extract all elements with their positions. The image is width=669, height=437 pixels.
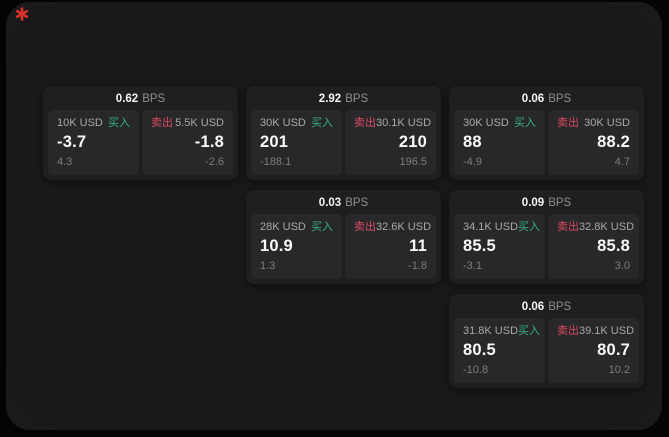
sell-notional: 32.8K USD — [579, 221, 635, 233]
sell-panel[interactable]: 卖出 30K USD 88.2 4.7 — [548, 110, 639, 175]
bps-value: 0.06 — [521, 300, 545, 313]
buy-price: 201 — [260, 133, 289, 151]
sell-price: 210 — [398, 133, 427, 151]
buy-notional: 30K USD — [463, 117, 509, 129]
bps-header: 0.06 BPS — [449, 294, 644, 317]
quote-card: 0.06 BPS 31.8K USD 买入 80.5 -10.8 卖出 39.1… — [449, 294, 644, 388]
sell-price: 80.7 — [597, 341, 630, 359]
buy-sub-value: 4.3 — [57, 156, 73, 168]
buy-sub-value: -4.9 — [463, 156, 482, 168]
sell-panel[interactable]: 卖出 30.1K USD 210 196.5 — [345, 110, 436, 175]
buy-notional: 10K USD — [57, 117, 103, 129]
buy-notional: 30K USD — [260, 117, 306, 129]
bps-header: 0.62 BPS — [43, 86, 238, 109]
buy-panel[interactable]: 10K USD 买入 -3.7 4.3 — [48, 110, 139, 175]
buy-price: 80.5 — [463, 341, 496, 359]
bps-unit-label: BPS — [548, 196, 572, 209]
bps-header: 0.03 BPS — [246, 190, 441, 213]
red-asterisk-icon — [15, 7, 29, 21]
sell-sub-value: 10.2 — [608, 364, 630, 376]
bps-unit-label: BPS — [548, 300, 572, 313]
sell-panel[interactable]: 卖出 32.8K USD 85.8 3.0 — [548, 214, 639, 279]
sell-price: 85.8 — [597, 237, 630, 255]
buy-notional: 28K USD — [260, 221, 306, 233]
buy-side-label: 买入 — [514, 117, 536, 129]
buy-panel[interactable]: 31.8K USD 买入 80.5 -10.8 — [454, 318, 545, 383]
sell-price: -1.8 — [194, 133, 224, 151]
buy-sub-value: -3.1 — [463, 260, 482, 272]
quote-card: 0.06 BPS 30K USD 买入 88 -4.9 卖出 30K USD 8… — [449, 86, 644, 180]
buy-side-label: 买入 — [311, 117, 333, 129]
buy-side-label: 买入 — [108, 117, 130, 129]
bps-value: 0.03 — [318, 196, 342, 209]
bps-unit-label: BPS — [548, 92, 572, 105]
sell-sub-value: 196.5 — [399, 156, 427, 168]
quote-panels: 30K USD 买入 201 -188.1 卖出 30.1K USD 210 1… — [251, 110, 436, 175]
buy-price: 88 — [463, 133, 482, 151]
bps-unit-label: BPS — [142, 92, 166, 105]
sell-side-label: 卖出 — [151, 117, 173, 129]
bps-header: 2.92 BPS — [246, 86, 441, 109]
quote-panels: 10K USD 买入 -3.7 4.3 卖出 5.5K USD -1.8 -2.… — [48, 110, 233, 175]
sell-notional: 30K USD — [584, 117, 630, 129]
quote-card: 2.92 BPS 30K USD 买入 201 -188.1 卖出 30.1K … — [246, 86, 441, 180]
quote-panels: 30K USD 买入 88 -4.9 卖出 30K USD 88.2 4.7 — [454, 110, 639, 175]
quote-panels: 31.8K USD 买入 80.5 -10.8 卖出 39.1K USD 80.… — [454, 318, 639, 383]
buy-panel[interactable]: 28K USD 买入 10.9 1.3 — [251, 214, 342, 279]
sell-panel[interactable]: 卖出 5.5K USD -1.8 -2.6 — [142, 110, 233, 175]
sell-side-label: 卖出 — [354, 117, 376, 129]
buy-panel[interactable]: 30K USD 买入 201 -188.1 — [251, 110, 342, 175]
app-window: 0.62 BPS 10K USD 买入 -3.7 4.3 卖出 5.5K USD… — [6, 2, 662, 430]
sell-side-label: 卖出 — [354, 221, 376, 233]
buy-side-label: 买入 — [311, 221, 333, 233]
sell-sub-value: 3.0 — [614, 260, 630, 272]
sell-notional: 5.5K USD — [175, 117, 224, 129]
sell-panel[interactable]: 卖出 32.6K USD 11 -1.8 — [345, 214, 436, 279]
bps-value: 0.62 — [115, 92, 139, 105]
sell-side-label: 卖出 — [557, 325, 579, 337]
buy-sub-value: 1.3 — [260, 260, 276, 272]
buy-side-label: 买入 — [518, 325, 541, 337]
bps-header: 0.06 BPS — [449, 86, 644, 109]
quote-panels: 34.1K USD 买入 85.5 -3.1 卖出 32.8K USD 85.8… — [454, 214, 639, 279]
sell-notional: 39.1K USD — [579, 325, 635, 337]
buy-notional: 34.1K USD — [463, 221, 519, 233]
buy-price: 85.5 — [463, 237, 496, 255]
quote-card: 0.62 BPS 10K USD 买入 -3.7 4.3 卖出 5.5K USD… — [43, 86, 238, 180]
bps-header: 0.09 BPS — [449, 190, 644, 213]
bps-value: 2.92 — [318, 92, 342, 105]
buy-side-label: 买入 — [518, 221, 541, 233]
sell-panel[interactable]: 卖出 39.1K USD 80.7 10.2 — [548, 318, 639, 383]
sell-price: 11 — [409, 237, 427, 255]
bps-value: 0.06 — [521, 92, 545, 105]
buy-panel[interactable]: 30K USD 买入 88 -4.9 — [454, 110, 545, 175]
sell-notional: 32.6K USD — [376, 221, 432, 233]
sell-price: 88.2 — [597, 133, 630, 151]
sell-sub-value: 4.7 — [614, 156, 630, 168]
quote-card: 0.03 BPS 28K USD 买入 10.9 1.3 卖出 32.6K US… — [246, 190, 441, 284]
quote-panels: 28K USD 买入 10.9 1.3 卖出 32.6K USD 11 -1.8 — [251, 214, 436, 279]
sell-side-label: 卖出 — [557, 221, 579, 233]
buy-panel[interactable]: 34.1K USD 买入 85.5 -3.1 — [454, 214, 545, 279]
buy-notional: 31.8K USD — [463, 325, 519, 337]
buy-sub-value: -10.8 — [463, 364, 489, 376]
buy-sub-value: -188.1 — [260, 156, 292, 168]
sell-side-label: 卖出 — [557, 117, 579, 129]
buy-price: -3.7 — [57, 133, 87, 151]
buy-price: 10.9 — [260, 237, 293, 255]
sell-sub-value: -1.8 — [408, 260, 427, 272]
bps-unit-label: BPS — [345, 92, 369, 105]
sell-sub-value: -2.6 — [205, 156, 224, 168]
bps-unit-label: BPS — [345, 196, 369, 209]
quote-card: 0.09 BPS 34.1K USD 买入 85.5 -3.1 卖出 32.8K… — [449, 190, 644, 284]
bps-value: 0.09 — [521, 196, 545, 209]
sell-notional: 30.1K USD — [376, 117, 432, 129]
